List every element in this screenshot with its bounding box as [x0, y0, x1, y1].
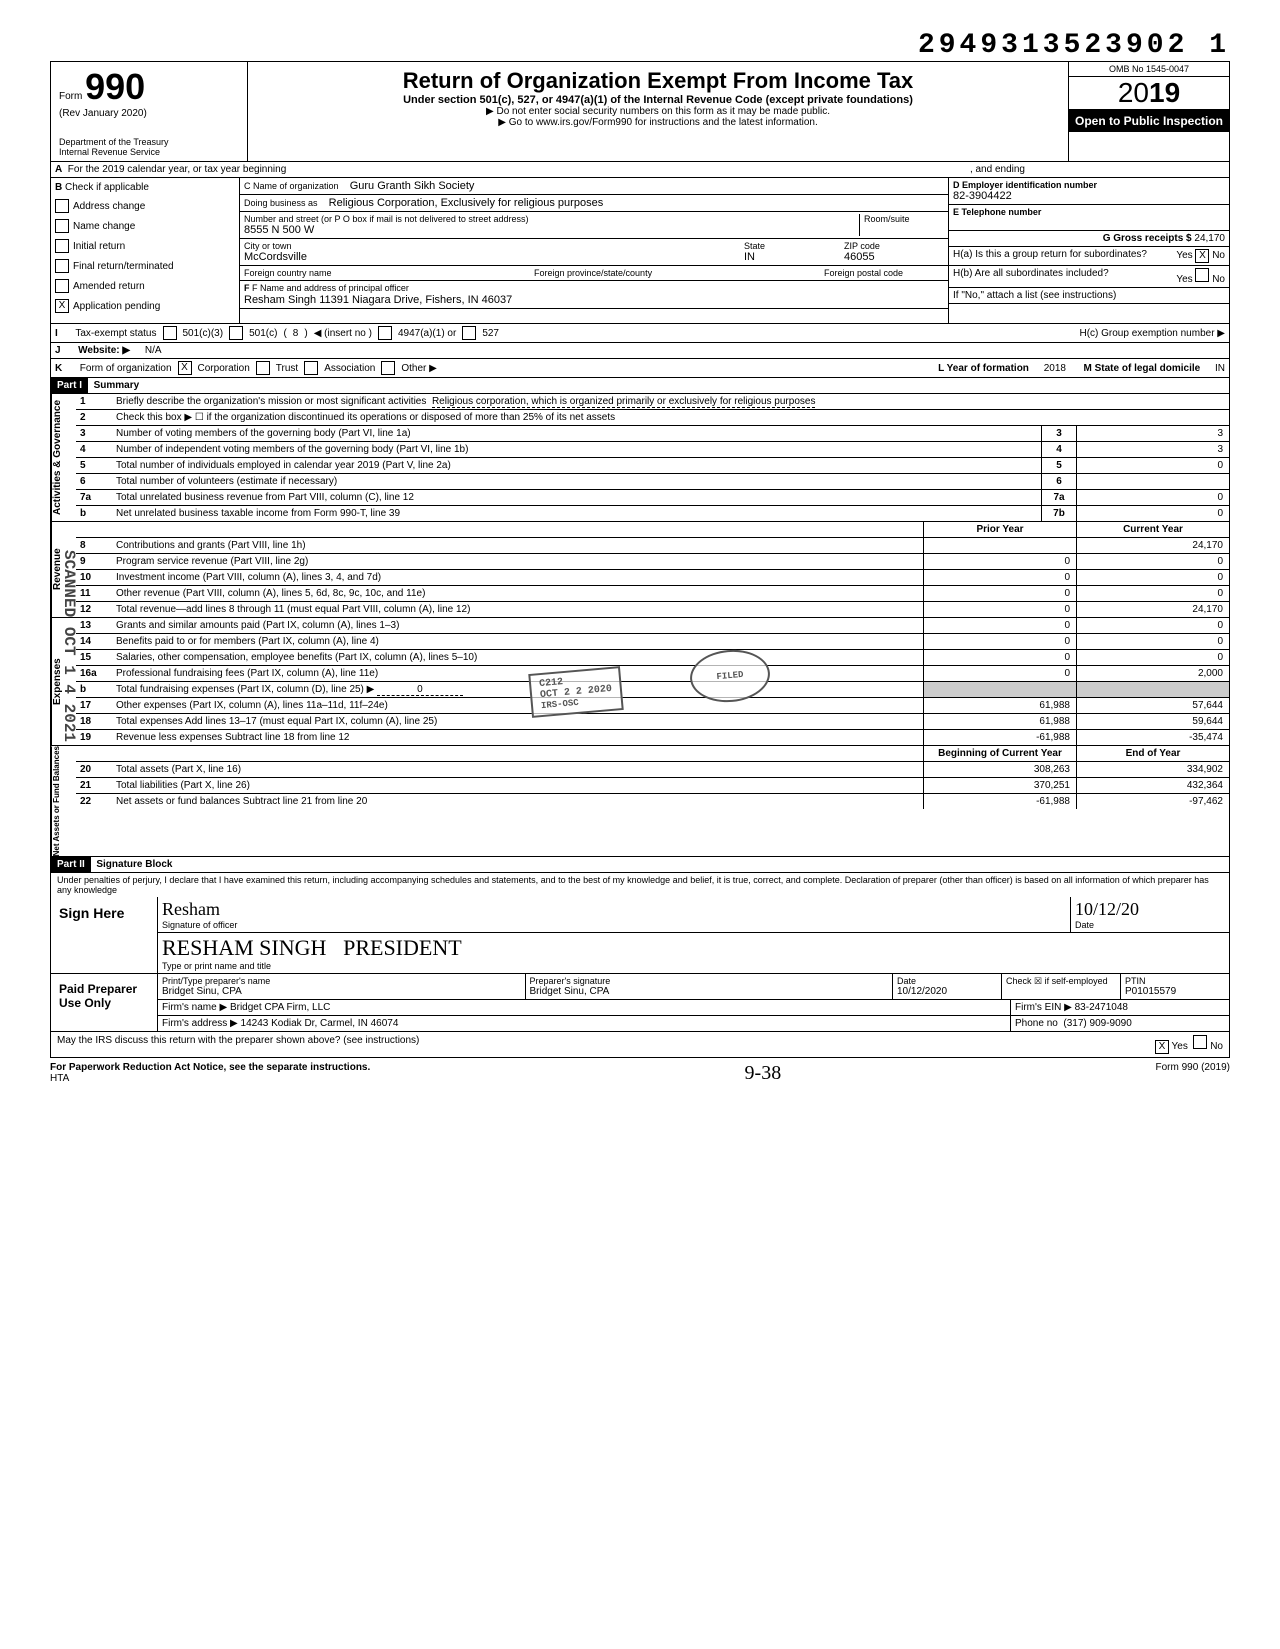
val-3: 3 [1076, 426, 1229, 441]
cb-assoc[interactable] [304, 361, 318, 375]
val-8-cy: 24,170 [1076, 538, 1229, 553]
part-i: Part I [51, 378, 88, 393]
sign-here: Sign Here [51, 897, 158, 973]
section-b-to-g: B Check if applicable Address change Nam… [50, 178, 1230, 324]
revision: (Rev January 2020) [59, 108, 239, 119]
discuss-question: May the IRS discuss this return with the… [57, 1035, 419, 1054]
tax-year: 2019 [1069, 77, 1229, 110]
cb-app-pending[interactable]: X [55, 299, 69, 313]
b-label: Check if applicable [65, 182, 149, 193]
firm-address: 14243 Kodiak Dr, Carmel, IN 46074 [241, 1018, 399, 1029]
officer-title: PRESIDENT [343, 935, 462, 960]
scanned-stamp: SCANNED OCT 1 4 2021 [60, 550, 78, 742]
preparer-sig: Bridget Sinu, CPA [530, 986, 889, 997]
form-header: Form 990 (Rev January 2020) Department o… [50, 61, 1230, 162]
cb-amended[interactable] [55, 279, 69, 293]
form-number: Form 990 [59, 66, 239, 108]
cb-name-change[interactable] [55, 219, 69, 233]
zip: 46055 [844, 251, 944, 263]
sig-date: 10/12/20 [1075, 899, 1225, 920]
side-governance: Activities & Governance [51, 394, 76, 521]
note-2: ▶ Go to www.irs.gov/Form990 for instruct… [254, 117, 1062, 128]
cb-trust[interactable] [256, 361, 270, 375]
city: McCordsville [244, 251, 744, 263]
part-ii: Part II [51, 857, 91, 872]
website: N/A [145, 345, 162, 356]
sub-title: Under section 501(c), 527, or 4947(a)(1)… [254, 94, 1062, 106]
cb-527[interactable] [462, 326, 476, 340]
cb-discuss-yes[interactable]: X [1155, 1040, 1169, 1054]
street-address: 8555 N 500 W [244, 224, 859, 236]
cb-discuss-no[interactable] [1193, 1035, 1207, 1049]
principal-officer: Resham Singh 11391 Niagara Drive, Fisher… [244, 294, 512, 306]
dept-treasury: Department of the Treasury [59, 137, 239, 147]
cb-ha-yes[interactable]: X [1195, 249, 1209, 263]
cb-initial-return[interactable] [55, 239, 69, 253]
dba: Religious Corporation, Exclusively for r… [329, 197, 604, 209]
main-title: Return of Organization Exempt From Incom… [254, 68, 1062, 94]
paperwork-notice: For Paperwork Reduction Act Notice, see … [50, 1062, 370, 1073]
cb-501c3[interactable] [163, 326, 177, 340]
side-net-assets: Net Assets or Fund Balances [51, 746, 76, 856]
gross-receipts: 24,170 [1194, 233, 1225, 244]
state: IN [744, 251, 844, 263]
firm-ein: 83-2471048 [1075, 1002, 1128, 1013]
c-label: C Name of organization [244, 181, 339, 191]
ptin: P01015579 [1125, 986, 1225, 997]
handwritten-note: 9-38 [745, 1062, 782, 1085]
firm-name: Bridget CPA Firm, LLC [230, 1002, 330, 1013]
note-1: ▶ Do not enter social security numbers o… [254, 106, 1062, 117]
val-4: 3 [1076, 442, 1229, 457]
irs: Internal Revenue Service [59, 147, 239, 157]
firm-phone: (317) 909-9090 [1063, 1018, 1131, 1029]
val-12-cy: 24,170 [1076, 602, 1229, 617]
form-footer: Form 990 (2019) [1156, 1062, 1230, 1085]
state-domicile: IN [1215, 363, 1225, 374]
mission: Religious corporation, which is organize… [432, 396, 816, 408]
prep-date: 10/12/2020 [897, 986, 997, 997]
val-7a: 0 [1076, 490, 1229, 505]
cb-501c[interactable] [229, 326, 243, 340]
cb-other[interactable] [381, 361, 395, 375]
year-formation: 2018 [1044, 363, 1066, 374]
cb-final-return[interactable] [55, 259, 69, 273]
dln: 2949313523902 1 [50, 30, 1230, 61]
cb-4947[interactable] [378, 326, 392, 340]
ein: 82-3904422 [953, 190, 1225, 202]
received-stamp: C212 OCT 2 2 2020 IRS-OSC [528, 666, 624, 718]
val-6 [1076, 474, 1229, 489]
open-public: Open to Public Inspection [1069, 110, 1229, 132]
val-7b: 0 [1076, 506, 1229, 521]
cb-corp[interactable]: X [178, 361, 192, 375]
org-name: Guru Granth Sikh Society [350, 180, 475, 192]
omb: OMB No 1545-0047 [1069, 62, 1229, 77]
cb-address-change[interactable] [55, 199, 69, 213]
officer-name: RESHAM SINGH [162, 935, 326, 960]
perjury-statement: Under penalties of perjury, I declare th… [51, 873, 1229, 897]
val-5: 0 [1076, 458, 1229, 473]
line-a: A For the 2019 calendar year, or tax yea… [50, 162, 1230, 178]
preparer-name: Bridget Sinu, CPA [162, 986, 521, 997]
cb-hb-no[interactable] [1195, 268, 1209, 282]
paid-preparer: Paid Preparer Use Only [51, 974, 158, 1031]
